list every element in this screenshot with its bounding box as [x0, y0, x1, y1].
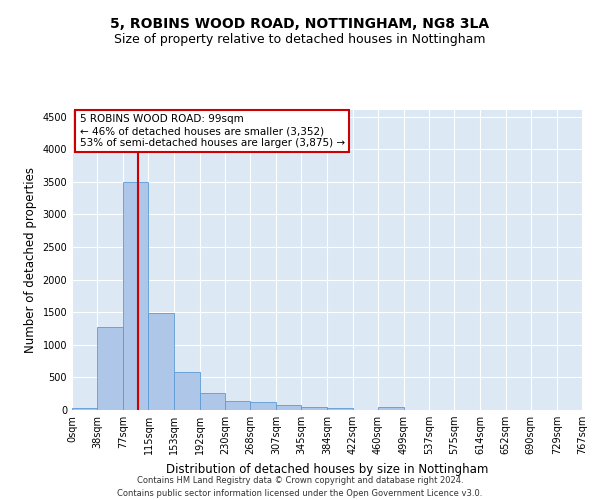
Text: 5 ROBINS WOOD ROAD: 99sqm
← 46% of detached houses are smaller (3,352)
53% of se: 5 ROBINS WOOD ROAD: 99sqm ← 46% of detac…: [80, 114, 345, 148]
Bar: [328, 408, 353, 410]
Bar: [72, 408, 97, 410]
Bar: [200, 394, 225, 410]
Bar: [148, 314, 174, 410]
Bar: [97, 327, 123, 410]
Bar: [225, 401, 250, 410]
Bar: [174, 372, 200, 410]
Bar: [276, 405, 301, 410]
Bar: [250, 402, 276, 410]
Y-axis label: Number of detached properties: Number of detached properties: [24, 167, 37, 353]
Bar: [123, 182, 148, 410]
Bar: [301, 407, 328, 410]
X-axis label: Distribution of detached houses by size in Nottingham: Distribution of detached houses by size …: [166, 462, 488, 475]
Bar: [378, 406, 404, 410]
Text: Size of property relative to detached houses in Nottingham: Size of property relative to detached ho…: [114, 32, 486, 46]
Text: Contains HM Land Registry data © Crown copyright and database right 2024.
Contai: Contains HM Land Registry data © Crown c…: [118, 476, 482, 498]
Text: 5, ROBINS WOOD ROAD, NOTTINGHAM, NG8 3LA: 5, ROBINS WOOD ROAD, NOTTINGHAM, NG8 3LA: [110, 18, 490, 32]
